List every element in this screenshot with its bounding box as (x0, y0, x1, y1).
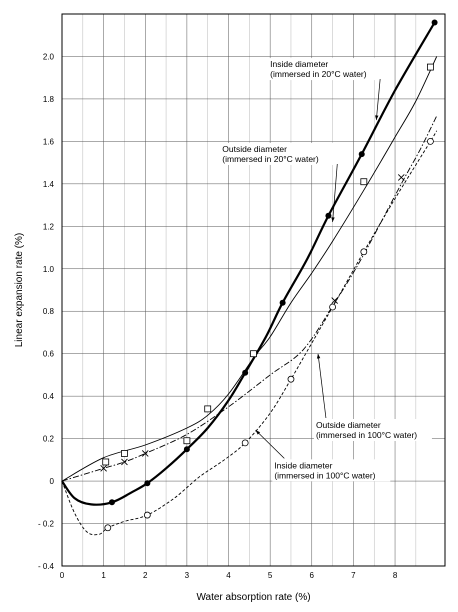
x-tick-label: 5 (268, 571, 273, 580)
y-tick-label: - 0.4 (38, 562, 55, 571)
data-point-x (121, 458, 128, 466)
annotation-leader (332, 163, 338, 223)
x-tick-label: 8 (393, 571, 398, 580)
y-tick-label: 0.4 (43, 392, 55, 401)
data-point-open-circle (329, 303, 336, 311)
annotation-3: Outside diameter(immersed in 100°C water… (313, 353, 432, 441)
data-point-x-stroke (397, 174, 405, 181)
annotation-text: (immersed in 100°C water) (274, 470, 375, 480)
data-point-x-stroke (100, 465, 107, 472)
annotation-text: Inside diameter (274, 460, 332, 470)
data-point-square (204, 405, 212, 413)
annotation-bg (220, 143, 339, 165)
data-point-x-stroke (141, 450, 149, 457)
data-point-square (360, 178, 368, 186)
data-point-open-circle (143, 511, 151, 519)
data-point-square (102, 458, 110, 466)
annotation-leader (375, 79, 381, 121)
data-point-x (141, 450, 149, 457)
series-line-4 (61, 130, 438, 536)
series-line-2 (61, 56, 438, 482)
annotation-leader (317, 353, 327, 419)
data-point-x (100, 465, 107, 472)
data-point-x-stroke (121, 458, 128, 466)
data-point-x (331, 297, 338, 304)
annotation-arrowhead (316, 353, 321, 359)
y-tick-label: 1.4 (43, 180, 55, 189)
data-point-filled-circle (144, 480, 151, 487)
markers-layer (100, 19, 438, 532)
y-tick-label: 0.6 (43, 350, 55, 359)
grid (61, 14, 445, 567)
axis-ticks: 0 1 2 3 4 5 6 7 8 - 0.4 - 0.2 0 0.2 0.4 0.6 0.8 1.0 1.2 1.… (38, 52, 398, 580)
x-tick-label: 2 (143, 571, 148, 580)
y-tick-label: 1.8 (43, 95, 55, 104)
annotation-text: (immersed in 100°C water) (316, 430, 417, 440)
annotation-bg (272, 459, 391, 482)
y-tick-label: 1.2 (43, 222, 55, 231)
x-tick-label: 4 (226, 571, 231, 580)
data-point-open-circle (360, 248, 368, 256)
annotation-text: (immersed in 20°C water) (222, 154, 319, 164)
x-tick-label: 7 (351, 571, 356, 580)
series-line-3 (61, 115, 438, 482)
data-point-x (397, 174, 405, 181)
data-point-filled-circle (431, 19, 438, 26)
plot-frame (61, 13, 446, 567)
data-point-filled-circle (325, 212, 332, 219)
data-point-x-stroke (331, 297, 338, 304)
annotation-text: Outside diameter (222, 144, 287, 154)
data-point-filled-circle (108, 499, 115, 506)
y-tick-label: 2.0 (43, 52, 55, 61)
annotation-bg (268, 58, 387, 81)
data-point-open-circle (287, 375, 295, 383)
y-tick-label: - 0.2 (38, 520, 55, 529)
data-point-open-circle (104, 524, 112, 532)
annotation-text: Inside diameter (270, 59, 328, 69)
data-point-filled-circle (279, 299, 286, 306)
x-tick-label: 3 (185, 571, 190, 580)
x-tick-label: 1 (101, 571, 106, 580)
annotation-arrowhead (375, 115, 379, 121)
data-point-filled-circle (183, 446, 190, 453)
annotation-1: Inside diameter(immersed in 20°C water) (268, 58, 387, 121)
data-point-open-circle (427, 137, 434, 145)
y-axis-label: Linear expansion rate (%) (14, 233, 25, 348)
annotation-text: (immersed in 20°C water) (270, 69, 367, 79)
x-tick-label: 0 (60, 571, 65, 580)
data-point-open-circle (241, 439, 249, 447)
y-tick-label: 0 (50, 477, 55, 486)
y-tick-label: 1.0 (43, 265, 55, 274)
annotation-text: Outside diameter (316, 420, 381, 430)
data-point-square (427, 63, 434, 71)
annotation-bg (313, 419, 432, 441)
data-point-square (250, 350, 257, 358)
y-tick-label: 0.8 (43, 307, 55, 316)
data-point-filled-circle (242, 369, 249, 376)
annotation-arrowhead (331, 217, 335, 223)
data-point-square (121, 450, 128, 457)
annotation-arrowhead (255, 430, 261, 435)
annotations-layer: Inside diameter(immersed in 20°C water)O… (220, 58, 432, 482)
annotation-2: Outside diameter(immersed in 20°C water) (220, 143, 339, 223)
x-axis-label: Water absorption rate (%) (196, 592, 310, 603)
data-point-square (183, 437, 191, 445)
annotation-4: Inside diameter(immersed in 100°C water) (255, 429, 391, 482)
y-tick-label: 0.2 (43, 435, 55, 444)
x-tick-label: 6 (310, 571, 315, 580)
data-point-filled-circle (358, 151, 365, 158)
y-tick-label: 1.6 (43, 137, 55, 146)
annotation-leader (255, 429, 285, 459)
